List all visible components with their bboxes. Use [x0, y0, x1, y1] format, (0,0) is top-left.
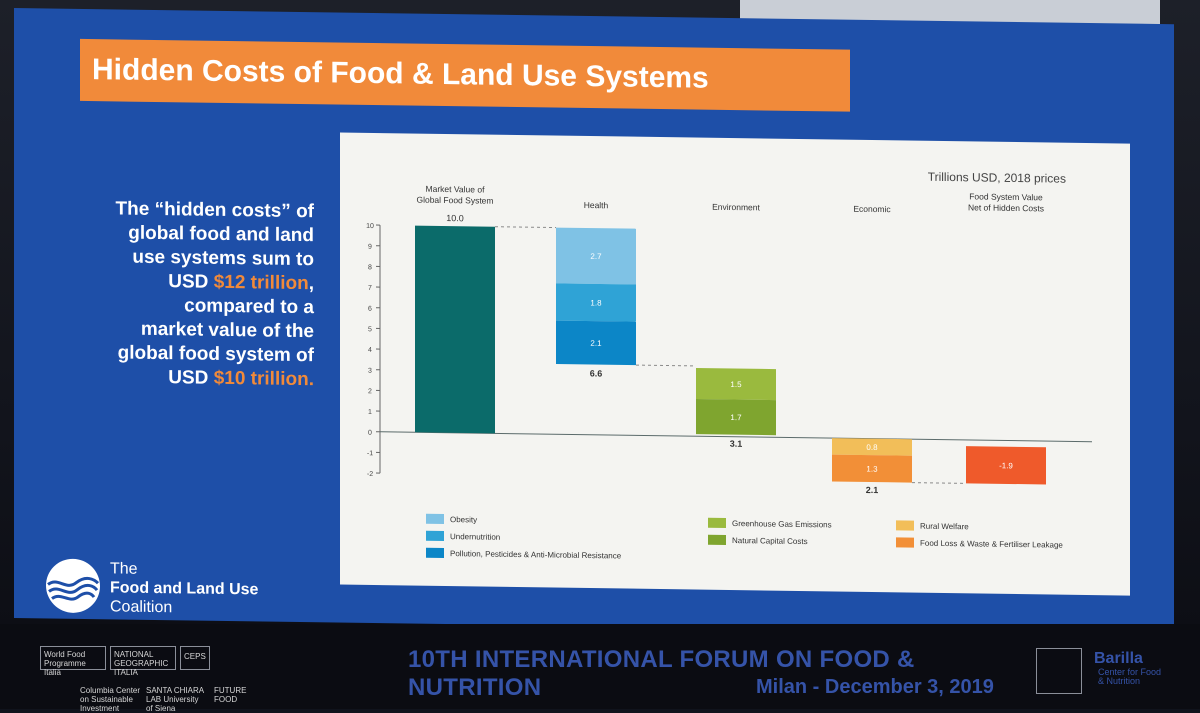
legend-label: Greenhouse Gas Emissions — [732, 519, 832, 529]
y-tick-label: 3 — [368, 368, 372, 375]
y-tick-label: 2 — [368, 388, 372, 395]
summary-text: USD — [168, 271, 213, 293]
subtotal-label: 3.1 — [730, 439, 743, 449]
summary-line: market value of the — [94, 317, 314, 344]
sponsor-natgeo: NATIONAL GEOGRAPHIC ITALIA — [114, 650, 174, 677]
forum-date: Milan - December 3, 2019 — [756, 676, 1016, 699]
summary-text: global food system of — [118, 342, 314, 366]
y-tick-label: 1 — [368, 409, 372, 416]
legend-swatch — [708, 518, 726, 528]
summary-text: USD — [168, 367, 213, 389]
legend-swatch — [708, 535, 726, 545]
legend-label: Pollution, Pesticides & Anti-Microbial R… — [450, 549, 622, 560]
connector-line — [912, 483, 966, 484]
y-tick-label: 5 — [368, 326, 372, 333]
summary-line: USD $10 trillion. — [94, 365, 314, 392]
legend-label: Undernutrition — [450, 532, 500, 542]
bar-value-label: 2.7 — [590, 252, 602, 261]
summary-text: market value of the — [141, 319, 314, 342]
summary-highlight: $10 trillion. — [214, 368, 314, 390]
summary-text: global food and land — [128, 223, 314, 247]
coalition-logo: The Food and Land Use Coalition — [44, 556, 304, 620]
summary-text: use systems sum to — [132, 247, 314, 271]
y-tick-label: -2 — [367, 471, 373, 478]
legend-swatch — [896, 537, 914, 547]
barilla-emblem — [1036, 648, 1082, 694]
subtotal-label: 2.1 — [866, 485, 879, 495]
legend-swatch — [896, 520, 914, 530]
summary-text: The “hidden costs” of — [116, 198, 314, 222]
legend-label: Obesity — [450, 515, 477, 524]
category-label: Net of Hidden Costs — [968, 202, 1044, 213]
bar-value-label: 1.7 — [730, 413, 742, 422]
y-tick-label: 0 — [368, 430, 372, 437]
legend-label: Natural Capital Costs — [732, 536, 808, 546]
summary-text: compared to a — [184, 295, 314, 318]
logo-line-2: Food and Land Use — [110, 578, 258, 599]
barilla-name: Barilla — [1094, 650, 1143, 668]
summary-highlight: $12 trillion — [214, 272, 309, 294]
y-tick-label: 9 — [368, 244, 372, 251]
y-tick-label: 10 — [366, 223, 374, 230]
logo-line-1: The — [110, 559, 258, 580]
summary-line: compared to a — [94, 293, 314, 320]
summary-text: , — [309, 273, 314, 294]
y-tick-label: 4 — [368, 347, 372, 354]
bar-value-label: 0.8 — [866, 443, 878, 452]
bar-top-label: 10.0 — [446, 213, 464, 223]
category-label: Environment — [712, 202, 760, 213]
summary-line: global food and land — [94, 221, 314, 248]
y-tick-label: 6 — [368, 306, 372, 313]
category-label: Health — [584, 200, 609, 210]
projection-screen: Hidden Costs of Food & Land Use Systems … — [14, 8, 1174, 634]
waterfall-bar — [415, 226, 495, 434]
category-label: Global Food System — [416, 195, 493, 206]
sponsor-wfp: World Food Programme Italia — [44, 650, 104, 677]
subtotal-label: 6.6 — [590, 368, 603, 378]
summary-line: USD $12 trillion, — [94, 269, 314, 296]
bar-value-label: 1.8 — [590, 298, 602, 307]
y-tick-label: -1 — [367, 450, 373, 457]
legend-swatch — [426, 548, 444, 558]
bar-value-label: 1.3 — [866, 465, 878, 474]
logo-line-3: Coalition — [110, 597, 258, 618]
category-label: Economic — [853, 204, 891, 215]
barilla-subtitle: Center for Food & Nutrition — [1098, 668, 1168, 686]
connector-line — [495, 227, 556, 228]
legend-swatch — [426, 531, 444, 541]
y-tick-label: 8 — [368, 264, 372, 271]
bar-value-label: 1.5 — [730, 380, 742, 389]
globe-wave-icon — [44, 556, 102, 615]
legend-label: Rural Welfare — [920, 522, 969, 532]
category-label: Food System Value — [969, 191, 1043, 202]
bar-value-label: -1.9 — [999, 461, 1013, 470]
legend-swatch — [426, 514, 444, 524]
sponsor-future-food: FUTURE FOOD — [214, 686, 254, 704]
summary-line: use systems sum to — [94, 245, 314, 272]
chart-subtitle: Trillions USD, 2018 prices — [928, 170, 1066, 186]
summary-line: global food system of — [94, 341, 314, 368]
bar-value-label: 2.1 — [590, 339, 602, 348]
y-tick-label: 7 — [368, 285, 372, 292]
legend-label: Food Loss & Waste & Fertiliser Leakage — [920, 539, 1063, 550]
summary-line: The “hidden costs” of — [94, 197, 314, 224]
category-label: Market Value of — [426, 184, 486, 195]
logo-text: The Food and Land Use Coalition — [110, 559, 258, 618]
waterfall-chart: Trillions USD, 2018 prices Market Value o… — [340, 133, 1130, 596]
chart-panel: Trillions USD, 2018 prices Market Value o… — [340, 133, 1130, 596]
sponsor-ceps: CEPS — [184, 652, 208, 661]
connector-line — [636, 365, 696, 366]
slide-title: Hidden Costs of Food & Land Use Systems — [80, 39, 850, 112]
